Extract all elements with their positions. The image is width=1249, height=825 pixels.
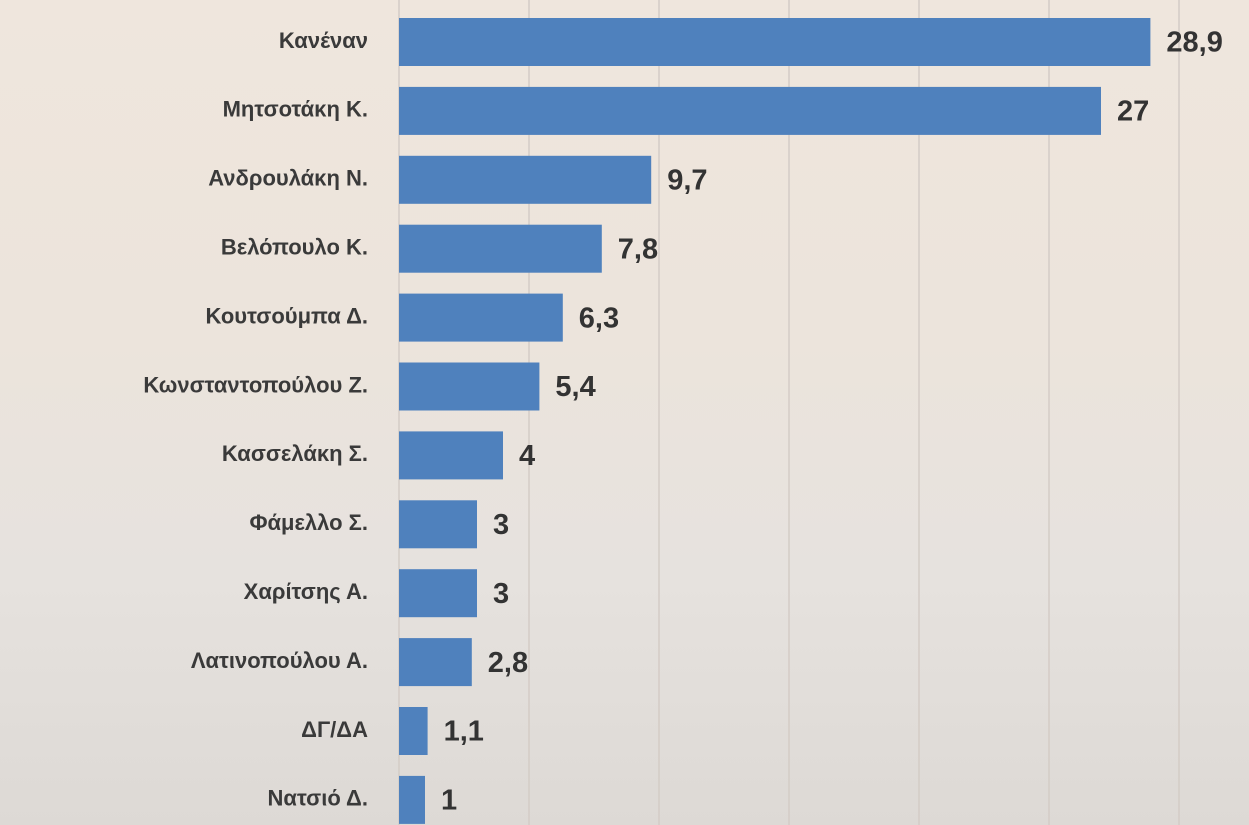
data-label: 3 bbox=[493, 578, 509, 610]
data-label: 1,1 bbox=[444, 716, 484, 748]
y-tick-label: Κασσελάκη Σ. bbox=[222, 441, 368, 466]
bar bbox=[399, 775, 425, 824]
data-label: 28,9 bbox=[1166, 27, 1222, 59]
y-tick-label: Χαρίτσης Α. bbox=[244, 579, 368, 604]
y-tick-label: Κωνσταντοπούλου Ζ. bbox=[143, 372, 368, 397]
data-label: 1 bbox=[441, 785, 457, 817]
bar bbox=[399, 224, 602, 273]
bar bbox=[399, 431, 503, 480]
data-label: 27 bbox=[1117, 96, 1149, 128]
bar bbox=[399, 18, 1151, 66]
data-label: 9,7 bbox=[667, 164, 707, 196]
y-tick-label: Μητσοτάκη Κ. bbox=[223, 97, 368, 122]
y-tick-label: Λατινοπούλου Α. bbox=[191, 648, 368, 673]
bar bbox=[399, 86, 1101, 135]
data-label: 5,4 bbox=[555, 371, 595, 403]
bar bbox=[399, 293, 563, 342]
y-tick-label: Κανέναν bbox=[279, 28, 368, 53]
data-label: 2,8 bbox=[488, 647, 528, 679]
y-tick-label: Ανδρουλάκη Ν. bbox=[208, 166, 368, 191]
data-label: 4 bbox=[519, 440, 535, 472]
y-tick-label: ΔΓ/ΔΑ bbox=[301, 717, 368, 742]
y-tick-label: Βελόπουλο Κ. bbox=[221, 235, 368, 260]
bar bbox=[399, 638, 472, 687]
bar bbox=[399, 707, 428, 755]
data-label: 7,8 bbox=[618, 233, 658, 265]
data-label: 3 bbox=[493, 509, 509, 541]
y-tick-label: Κουτσούμπα Δ. bbox=[205, 303, 368, 328]
bar bbox=[399, 362, 540, 411]
bar bbox=[399, 500, 477, 549]
data-label: 6,3 bbox=[579, 302, 619, 334]
y-tick-label: Νατσιό Δ. bbox=[268, 786, 368, 811]
bar bbox=[399, 155, 652, 204]
y-tick-label: Φάμελλο Σ. bbox=[249, 510, 368, 535]
bar bbox=[399, 569, 477, 618]
